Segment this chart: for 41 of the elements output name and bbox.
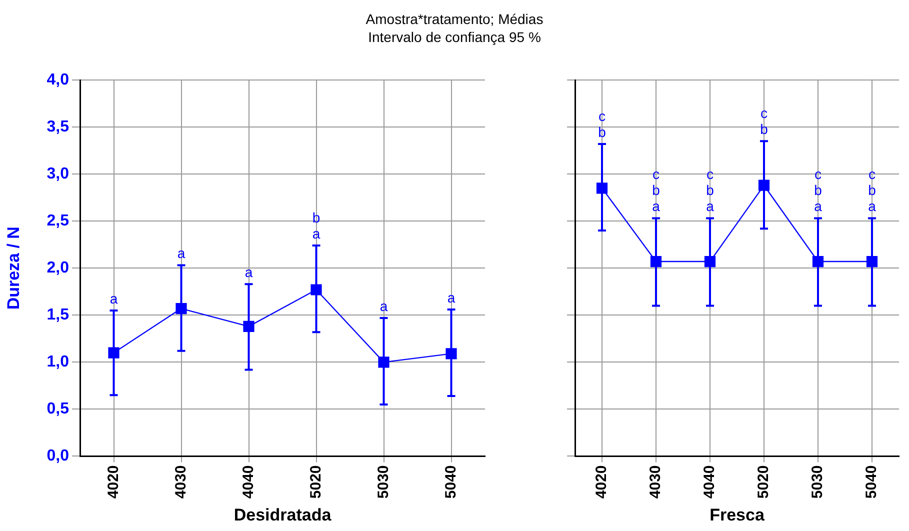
y-tick-label: 0,5 xyxy=(46,400,70,418)
x-tick-label: 5020 xyxy=(755,465,772,499)
x-tick-label: 4030 xyxy=(647,465,664,499)
annotation: c b a xyxy=(868,166,876,214)
x-tick-label: 4020 xyxy=(593,465,610,499)
annotation: a xyxy=(447,289,456,306)
annotation: b a xyxy=(312,209,320,242)
y-axis-title: Dureza / N xyxy=(4,226,23,310)
point xyxy=(108,347,120,358)
point xyxy=(310,284,322,296)
x-tick-label: 5020 xyxy=(307,465,324,499)
x-tick-label: 4030 xyxy=(172,465,190,499)
x-tick-label: 5030 xyxy=(374,465,392,499)
point xyxy=(446,348,457,360)
chart-subtitle: Intervalo de confiança 95 % xyxy=(367,28,542,46)
y-tick-label: 3,0 xyxy=(46,165,70,182)
x-tick-label: 5030 xyxy=(809,465,826,499)
x-tick-label: 4020 xyxy=(104,465,122,499)
y-tick-label: 2,5 xyxy=(46,212,70,230)
y-tick-label: 0,0 xyxy=(46,448,70,465)
x-tick-label: 4040 xyxy=(701,465,718,499)
annotation: c b a xyxy=(706,166,714,214)
annotation: a xyxy=(177,245,186,262)
y-tick-label: 2,0 xyxy=(46,260,70,277)
x-tick-label: 5040 xyxy=(442,465,460,499)
annotation: c b xyxy=(598,108,606,140)
annotation: a xyxy=(110,290,118,306)
annotation: a xyxy=(380,298,388,314)
y-tick-label: 1,0 xyxy=(46,354,70,371)
x-tick-label: 4040 xyxy=(240,465,257,499)
x-tick-label: 5040 xyxy=(863,465,880,499)
annotation: c b xyxy=(760,104,768,137)
y-tick-label: 4,0 xyxy=(46,71,70,88)
annotation: c b a xyxy=(652,166,660,214)
annotation: a xyxy=(244,264,253,280)
x-axis-title: Fresca xyxy=(710,505,765,524)
annotation: c b a xyxy=(814,166,822,214)
y-tick-label: 1,5 xyxy=(46,306,70,324)
chart-title: Amostra*tratamento; Médias xyxy=(364,10,544,28)
x-axis-title: Desidratada xyxy=(234,505,332,524)
y-tick-label: 3,5 xyxy=(46,118,70,136)
